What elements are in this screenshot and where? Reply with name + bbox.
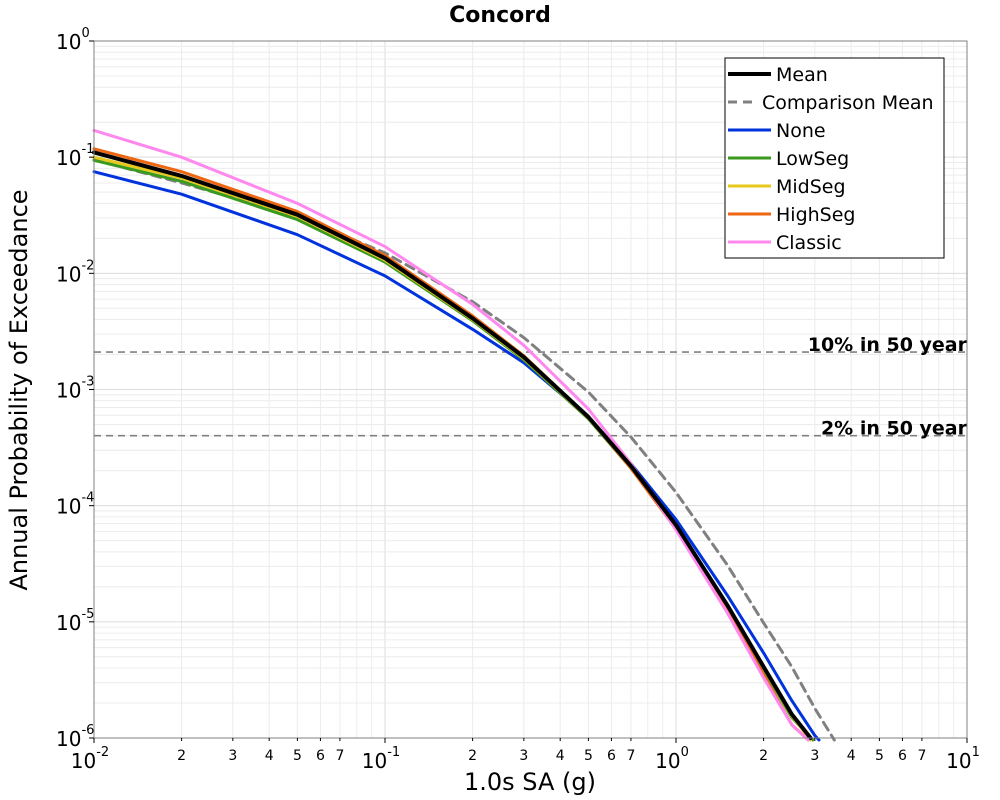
x-minor-tick-label: 3 <box>519 748 528 764</box>
chart-title: Concord <box>449 3 551 28</box>
x-minor-tick-label: 5 <box>293 748 302 764</box>
y-tick-label: 10-2 <box>56 258 94 286</box>
x-tick-label: 101 <box>946 745 980 773</box>
series-lines <box>92 128 836 742</box>
y-axis-label: Annual Probability of Exceedance <box>5 189 33 590</box>
reference-line-label: 10% in 50 year <box>808 334 968 356</box>
x-minor-tick-label: 5 <box>875 748 884 764</box>
x-minor-tick-label: 7 <box>335 748 344 764</box>
x-minor-tick-label: 4 <box>847 748 856 764</box>
x-tick-label: 10-1 <box>362 745 400 773</box>
x-minor-tick-label: 5 <box>584 748 593 764</box>
x-minor-tick-label: 6 <box>316 748 325 764</box>
x-axis-label: 1.0s SA (g) <box>464 768 596 796</box>
legend-label: Classic <box>776 232 842 254</box>
x-tick-label: 10-2 <box>71 745 109 773</box>
x-minor-tick-label: 6 <box>607 748 616 764</box>
x-minor-tick-label: 3 <box>810 748 819 764</box>
x-minor-tick-label: 2 <box>759 748 768 764</box>
legend-label: Comparison Mean <box>762 92 934 114</box>
legend-label: None <box>776 120 826 142</box>
x-minor-tick-label: 2 <box>468 748 477 764</box>
y-tick-label: 10-1 <box>56 142 94 170</box>
legend-label: MidSeg <box>776 176 846 198</box>
x-tick-label: 100 <box>655 745 689 773</box>
legend-label: Mean <box>776 64 828 86</box>
x-minor-tick-label: 7 <box>626 748 635 764</box>
legend-label: HighSeg <box>776 204 855 226</box>
y-tick-label: 100 <box>56 26 90 54</box>
legend: Mean Comparison Mean None LowSeg MidSeg HighS… <box>724 57 945 259</box>
x-minor-tick-label: 7 <box>917 748 926 764</box>
y-tick-label: 10-5 <box>56 607 94 635</box>
x-minor-tick-label: 4 <box>556 748 565 764</box>
y-axis-ticks: 100 10-1 10-2 10-3 10-4 10-5 10-6 <box>56 26 94 751</box>
reference-line-label: 2% in 50 year <box>821 418 968 440</box>
series-line-classic <box>92 128 810 742</box>
x-minor-tick-label: 2 <box>177 748 186 764</box>
y-tick-label: 10-4 <box>56 491 94 519</box>
legend-label: LowSeg <box>776 148 849 170</box>
x-minor-tick-label: 3 <box>228 748 237 764</box>
x-minor-tick-label: 6 <box>898 748 907 764</box>
series-line-mean <box>92 150 813 740</box>
y-tick-label: 10-3 <box>56 375 94 403</box>
y-tick-label: 10-6 <box>56 723 94 751</box>
x-minor-tick-label: 4 <box>265 748 274 764</box>
